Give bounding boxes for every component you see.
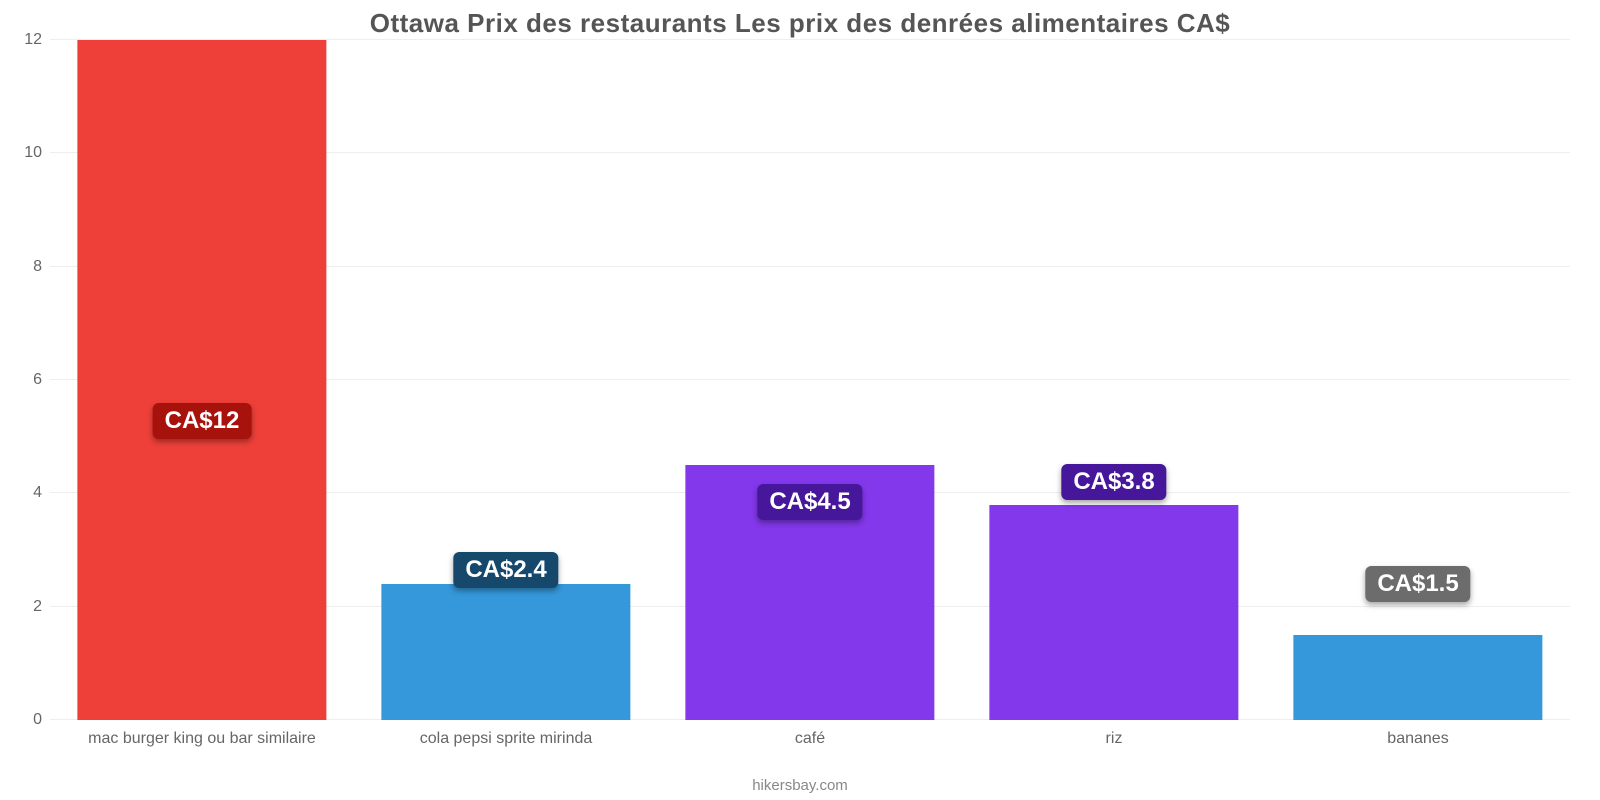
attribution-text: hikersbay.com — [0, 777, 1600, 794]
bar-slot: caféCA$4.5 — [658, 40, 962, 720]
bars-container: mac burger king ou bar similaireCA$12col… — [50, 40, 1570, 720]
bar-slot: cola pepsi sprite mirindaCA$2.4 — [354, 40, 658, 720]
bar — [381, 584, 630, 720]
x-axis-label: bananes — [1387, 730, 1448, 748]
y-tick-label: 6 — [12, 371, 42, 389]
bar-slot: mac burger king ou bar similaireCA$12 — [50, 40, 354, 720]
y-tick-label: 10 — [12, 144, 42, 162]
plot-area: 024681012 mac burger king ou bar similai… — [50, 40, 1570, 720]
x-axis-label: cola pepsi sprite mirinda — [420, 730, 593, 748]
value-badge: CA$1.5 — [1365, 566, 1470, 602]
value-badge: CA$2.4 — [453, 552, 558, 588]
value-badge: CA$4.5 — [757, 484, 862, 520]
y-tick-label: 12 — [12, 31, 42, 49]
chart-title: Ottawa Prix des restaurants Les prix des… — [0, 8, 1600, 39]
y-tick-label: 2 — [12, 598, 42, 616]
x-axis-label: café — [795, 730, 825, 748]
value-badge: CA$12 — [153, 403, 252, 439]
bar — [989, 505, 1238, 720]
value-badge: CA$3.8 — [1061, 464, 1166, 500]
bar-slot: bananesCA$1.5 — [1266, 40, 1570, 720]
price-chart: Ottawa Prix des restaurants Les prix des… — [0, 0, 1600, 800]
x-axis-label: mac burger king ou bar similaire — [88, 730, 316, 748]
x-axis-label: riz — [1106, 730, 1123, 748]
bar — [77, 40, 326, 720]
y-tick-label: 4 — [12, 484, 42, 502]
bar-slot: rizCA$3.8 — [962, 40, 1266, 720]
y-tick-label: 0 — [12, 711, 42, 729]
bar — [1293, 635, 1542, 720]
y-tick-label: 8 — [12, 258, 42, 276]
